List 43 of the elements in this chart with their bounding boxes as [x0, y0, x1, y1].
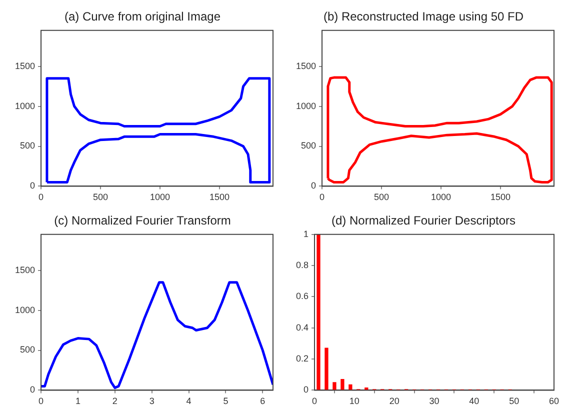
y-tick-label: 0: [30, 384, 36, 395]
x-tick-label: 500: [374, 192, 390, 202]
x-tick-label: 10: [349, 396, 360, 406]
y-tick-label: 0.2: [296, 354, 309, 364]
x-tick-label: 0: [38, 192, 44, 202]
x-tick-label: 1000: [150, 192, 170, 202]
x-tick-label: 30: [429, 396, 440, 406]
x-tick-label: 3: [149, 396, 154, 406]
x-tick-label: 4: [186, 396, 192, 406]
x-tick-label: 0: [38, 396, 44, 406]
y-tick-label: 500: [20, 344, 36, 355]
y-tick-label: 0: [30, 180, 36, 191]
y-tick-label: 1: [303, 228, 309, 239]
y-tick-label: 1000: [14, 100, 36, 111]
x-tick-label: 20: [389, 396, 400, 406]
y-tick-label: 0: [303, 384, 309, 395]
y-tick-label: 0.6: [296, 291, 309, 302]
x-tick-label: 1: [75, 396, 80, 406]
x-tick-label: 1000: [430, 192, 451, 202]
y-tick-label: 0.8: [296, 260, 309, 270]
y-tick-label: 1500: [14, 60, 36, 71]
x-tick-label: 40: [469, 396, 480, 406]
y-tick-label: 1000: [14, 304, 36, 315]
chart-title: (c) Normalized Fourier Transform: [54, 214, 231, 228]
x-tick-label: 1500: [209, 192, 230, 202]
chart-title: (a) Curve from original Image: [64, 10, 221, 24]
y-tick-label: 0: [311, 180, 316, 191]
x-tick-label: 5: [223, 396, 228, 406]
y-tick-label: 1000: [296, 100, 316, 111]
y-tick-label: 1500: [14, 264, 36, 275]
y-tick-label: 500: [20, 140, 36, 151]
y-tick-label: 500: [300, 140, 316, 151]
x-tick-label: 500: [92, 192, 108, 202]
chart-title: (d) Normalized Fourier Descriptors: [331, 214, 516, 228]
x-tick-label: 60: [548, 396, 560, 406]
y-tick-label: 0.4: [296, 322, 309, 332]
x-tick-label: 2: [112, 396, 118, 406]
x-tick-label: 1500: [490, 192, 510, 202]
y-tick-label: 1500: [296, 60, 316, 71]
chart-title: (b) Reconstructed Image using 50 FD: [323, 10, 524, 24]
x-tick-label: 50: [509, 396, 520, 406]
x-tick-label: 6: [260, 396, 266, 406]
x-tick-label: 0: [320, 192, 325, 202]
